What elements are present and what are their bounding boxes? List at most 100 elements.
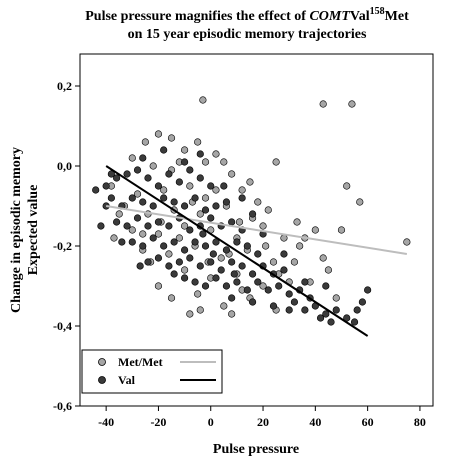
data-point-val-86 bbox=[358, 298, 367, 306]
legend-box bbox=[81, 349, 223, 394]
data-point-val-105 bbox=[136, 262, 144, 270]
data-point-met-met-53 bbox=[194, 290, 202, 298]
data-point-val-42 bbox=[191, 238, 199, 246]
x-tick-label: 80 bbox=[414, 415, 426, 429]
x-tick-label: -40 bbox=[98, 415, 114, 429]
legend-marker-met-met bbox=[98, 358, 106, 366]
data-point-val-3 bbox=[133, 166, 142, 174]
data-point-met-met-43 bbox=[296, 242, 304, 250]
data-point-met-met-31 bbox=[180, 222, 189, 230]
data-point-val-87 bbox=[97, 222, 105, 230]
data-point-met-met-20 bbox=[201, 194, 210, 202]
data-point-val-18 bbox=[180, 202, 189, 210]
data-point-met-met-52 bbox=[154, 282, 163, 290]
data-point-val-56 bbox=[217, 266, 225, 274]
data-point-val-51 bbox=[165, 262, 173, 270]
data-point-val-107 bbox=[170, 270, 178, 278]
data-point-val-39 bbox=[160, 242, 168, 250]
data-point-val-20 bbox=[201, 206, 210, 214]
data-point-val-88 bbox=[92, 186, 100, 194]
plot-frame bbox=[79, 53, 434, 407]
data-point-met-met-34 bbox=[259, 222, 267, 230]
data-point-val-49 bbox=[144, 258, 152, 266]
data-point-val-43 bbox=[201, 242, 210, 250]
data-point-val-44 bbox=[212, 238, 220, 246]
data-point-met-met-66 bbox=[115, 210, 123, 218]
data-point-met-met-62 bbox=[403, 238, 411, 246]
data-point-val-48 bbox=[254, 250, 262, 258]
data-point-met-met-17 bbox=[133, 190, 142, 198]
data-point-met-met-36 bbox=[293, 218, 301, 226]
data-point-val-54 bbox=[196, 262, 204, 270]
data-point-met-met-38 bbox=[165, 250, 173, 258]
data-point-val-85 bbox=[353, 306, 361, 314]
data-point-val-64 bbox=[191, 278, 199, 286]
data-point-val-41 bbox=[180, 246, 189, 254]
data-points bbox=[92, 96, 411, 326]
data-point-val-22 bbox=[222, 198, 231, 206]
data-point-met-met-58 bbox=[196, 306, 204, 314]
data-point-val-77 bbox=[248, 298, 257, 306]
data-point-val-14 bbox=[139, 198, 147, 206]
data-point-val-55 bbox=[207, 258, 215, 266]
data-point-val-5 bbox=[154, 182, 163, 190]
legend: Met/Met Val bbox=[81, 349, 223, 394]
data-point-met-met-65 bbox=[332, 294, 340, 302]
data-point-val-58 bbox=[238, 262, 246, 270]
data-point-val-83 bbox=[332, 306, 340, 314]
data-point-val-108 bbox=[107, 170, 115, 178]
data-point-met-met-5 bbox=[167, 134, 176, 142]
data-point-met-met-50 bbox=[259, 282, 267, 290]
data-point-met-met-47 bbox=[180, 266, 189, 274]
data-point-met-met-25 bbox=[196, 210, 204, 218]
data-point-met-met-9 bbox=[180, 146, 189, 154]
data-point-val-82 bbox=[322, 310, 330, 318]
chart-title-line-2: on 15 year episodic memory trajectories bbox=[128, 27, 367, 42]
data-point-met-met-10 bbox=[220, 158, 228, 166]
data-point-met-met-8 bbox=[128, 154, 136, 162]
data-point-met-met-75 bbox=[290, 258, 299, 266]
data-point-val-73 bbox=[285, 290, 293, 298]
legend-label-met-met: Met/Met bbox=[118, 355, 163, 369]
data-point-met-met-6 bbox=[194, 138, 202, 146]
data-point-val-24 bbox=[123, 222, 131, 230]
data-point-val-109 bbox=[139, 154, 147, 162]
data-point-met-met-81 bbox=[262, 242, 270, 250]
data-point-met-met-40 bbox=[217, 254, 225, 262]
data-point-val-27 bbox=[154, 218, 163, 226]
data-point-val-101 bbox=[199, 230, 207, 238]
data-point-val-40 bbox=[170, 238, 178, 246]
data-point-val-112 bbox=[196, 150, 204, 158]
data-point-val-98 bbox=[322, 282, 330, 290]
data-point-val-7 bbox=[175, 178, 183, 186]
data-point-val-62 bbox=[280, 266, 288, 274]
data-point-val-37 bbox=[139, 242, 147, 250]
data-point-val-76 bbox=[228, 294, 236, 302]
data-point-val-104 bbox=[118, 238, 126, 246]
data-point-val-19 bbox=[191, 194, 199, 202]
data-point-val-57 bbox=[228, 258, 236, 266]
data-point-val-96 bbox=[280, 250, 288, 258]
data-point-met-met-1 bbox=[319, 100, 327, 108]
data-point-val-59 bbox=[248, 270, 257, 278]
data-point-val-71 bbox=[264, 286, 272, 294]
data-point-met-met-80 bbox=[139, 230, 147, 238]
x-tick-label: -20 bbox=[150, 415, 166, 429]
data-point-val-92 bbox=[316, 314, 325, 322]
data-point-met-met-69 bbox=[212, 186, 220, 194]
data-point-val-53 bbox=[186, 254, 194, 262]
y-axis-label-line-1: Change in episodic memory bbox=[9, 147, 24, 313]
y-tick-label: -0,2 bbox=[53, 239, 72, 253]
data-point-val-34 bbox=[228, 218, 236, 226]
data-point-val-28 bbox=[165, 222, 173, 230]
data-point-val-45 bbox=[222, 246, 231, 254]
data-point-val-13 bbox=[128, 194, 136, 202]
data-point-met-met-73 bbox=[235, 218, 244, 226]
data-point-val-110 bbox=[160, 146, 168, 154]
data-point-val-30 bbox=[186, 226, 194, 234]
data-point-val-6 bbox=[165, 170, 173, 178]
data-point-met-met-42 bbox=[269, 258, 278, 266]
data-point-met-met-21 bbox=[238, 186, 246, 194]
data-point-met-met-4 bbox=[154, 130, 163, 138]
